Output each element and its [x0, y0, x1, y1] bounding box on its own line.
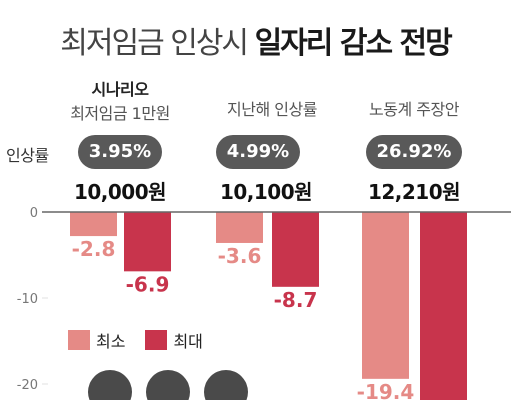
data-label-min: -19.4 [357, 380, 415, 400]
legend-label-max: 최대 [173, 332, 203, 351]
scenario-2-name: 지난해 인상률 [227, 100, 317, 119]
y-tick-label: -10 [17, 292, 38, 307]
legend: 최소 최대 [68, 328, 217, 352]
bar-max [272, 212, 319, 287]
scenario-tag: 시나리오 [91, 80, 149, 99]
scenario-2-rate-pill: 4.99% [216, 135, 300, 169]
scenario-1-rate-pill: 3.95% [78, 135, 162, 169]
rate-label: 인상률 [6, 146, 49, 165]
page-title: 최저임금 인상시 일자리 감소 전망 [0, 18, 511, 62]
legend-swatch-min [68, 330, 90, 350]
data-label-max: -6.9 [126, 272, 170, 296]
bar-max [124, 212, 171, 272]
legend-swatch-max [145, 330, 168, 350]
legend-label-min: 최소 [96, 332, 126, 351]
bar-min [70, 212, 117, 237]
scenario-1-header: 시나리오 최저임금 1만원 [70, 76, 170, 124]
data-label-min: -3.6 [218, 244, 262, 268]
title-bold: 일자리 감소 전망 [254, 26, 453, 61]
scenario-1-name: 최저임금 1만원 [70, 104, 170, 123]
scenario-3-wage: 12,210원 [367, 180, 461, 204]
scenario-2-wage: 10,100원 [219, 180, 313, 204]
bar-min [216, 212, 263, 243]
scenario-3-header: 노동계 주장안 [369, 96, 459, 120]
bar-min [362, 212, 409, 379]
y-tick-label: -20 [17, 378, 38, 393]
scenario-2-header: 지난해 인상률 [227, 96, 317, 120]
legend-item-min: 최소 [68, 328, 125, 352]
data-label-min: -2.8 [72, 237, 116, 261]
scenario-3-name: 노동계 주장안 [369, 100, 459, 119]
decorative-circle [204, 370, 248, 400]
scenario-1-wage: 10,000원 [73, 180, 167, 204]
legend-item-max: 최대 [145, 328, 203, 352]
data-label-max: -8.7 [274, 288, 318, 312]
title-light: 최저임금 인상시 [60, 26, 249, 61]
decorative-circle [88, 370, 132, 400]
scenario-3-rate-pill: 26.92% [366, 135, 462, 169]
y-tick-label: 0 [30, 206, 38, 221]
decorative-circle [146, 370, 190, 400]
bar-max [420, 212, 467, 400]
